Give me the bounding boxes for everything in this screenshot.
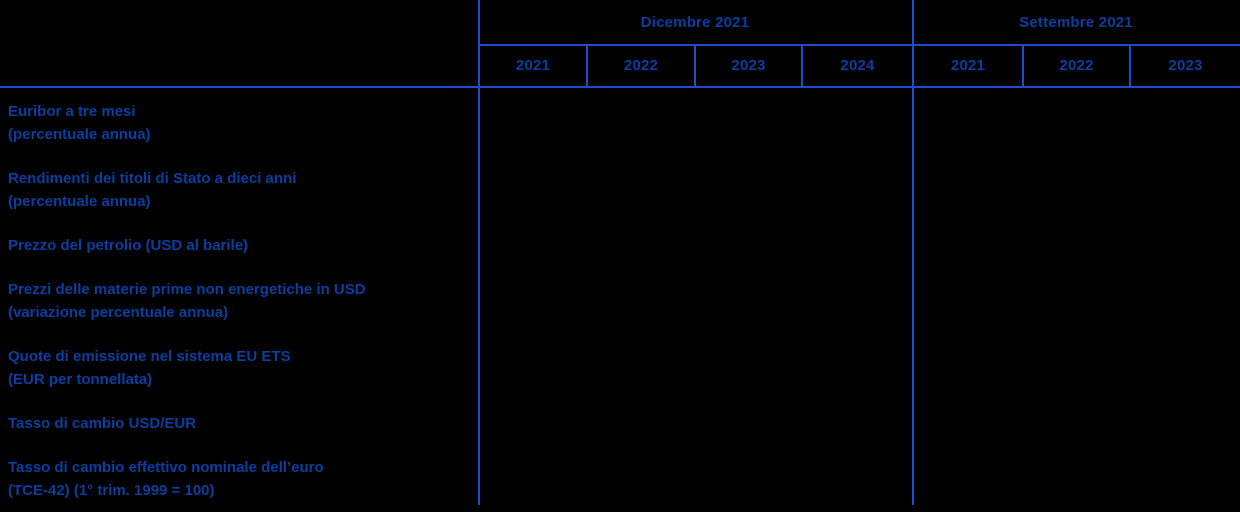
- year-header-sep-2023: 2023: [1168, 57, 1203, 74]
- row-label-rendimenti-titoli-stato: Rendimenti dei titoli di Stato a dieci a…: [8, 167, 472, 213]
- year-header-dec-2023: 2023: [731, 57, 766, 74]
- row-label-line: Quote di emissione nel sistema EU ETS: [8, 348, 291, 365]
- row-label-line: (TCE-42) (1° trim. 1999 = 100): [8, 482, 215, 499]
- year-header-dec-2022: 2022: [623, 57, 659, 74]
- divider-year-2022-2023-dec: [694, 44, 696, 88]
- row-label-line: Prezzi delle materie prime non energetic…: [8, 281, 366, 298]
- divider-under-year-headers: [0, 86, 1240, 88]
- year-header-sep-2021: 2021: [950, 57, 986, 74]
- row-label-line: Euribor a tre mesi: [8, 103, 136, 120]
- row-label-quote-emissione-eu-ets: Quote di emissione nel sistema EU ETS (E…: [8, 345, 472, 391]
- year-header-dec-2024: 2024: [840, 57, 875, 74]
- row-label-line: Tasso di cambio effettivo nominale dell’…: [8, 459, 324, 476]
- group-header-dicembre-2021: Dicembre 2021: [640, 13, 750, 31]
- row-label-materie-prime-non-energetiche: Prezzi delle materie prime non energetic…: [8, 278, 472, 324]
- row-label-line: Prezzo del petrolio (USD al barile): [8, 237, 249, 254]
- divider-year-2021-2022-sep: [1022, 44, 1024, 88]
- row-label-line: Tasso di cambio USD/EUR: [8, 415, 197, 432]
- row-label-line: Rendimenti dei titoli di Stato a dieci a…: [8, 170, 297, 187]
- row-label-line: (variazione percentuale annua): [8, 304, 229, 321]
- row-label-line: (percentuale annua): [8, 126, 151, 143]
- year-header-sep-2022: 2022: [1059, 57, 1094, 74]
- row-label-tasso-cambio-effettivo-nominale: Tasso di cambio effettivo nominale dell’…: [8, 456, 472, 502]
- divider-labels-column: [478, 0, 480, 505]
- row-label-tasso-cambio-usd-eur: Tasso di cambio USD/EUR: [8, 412, 472, 435]
- divider-year-2023-2024-dec: [801, 44, 803, 88]
- row-label-line: (percentuale annua): [8, 193, 151, 210]
- group-header-settembre-2021: Settembre 2021: [1019, 13, 1133, 31]
- divider-year-2022-2023-sep: [1129, 44, 1131, 88]
- divider-column-groups: [912, 0, 914, 505]
- year-header-dec-2021: 2021: [515, 57, 551, 74]
- row-label-prezzo-petrolio: Prezzo del petrolio (USD al barile): [8, 234, 472, 257]
- divider-under-group-headers: [478, 44, 1240, 46]
- row-labels-column: Euribor a tre mesi (percentuale annua) R…: [8, 88, 472, 512]
- divider-year-2021-2022-dec: [586, 44, 588, 88]
- row-label-euribor: Euribor a tre mesi (percentuale annua): [8, 100, 472, 146]
- row-label-line: (EUR per tonnellata): [8, 371, 153, 388]
